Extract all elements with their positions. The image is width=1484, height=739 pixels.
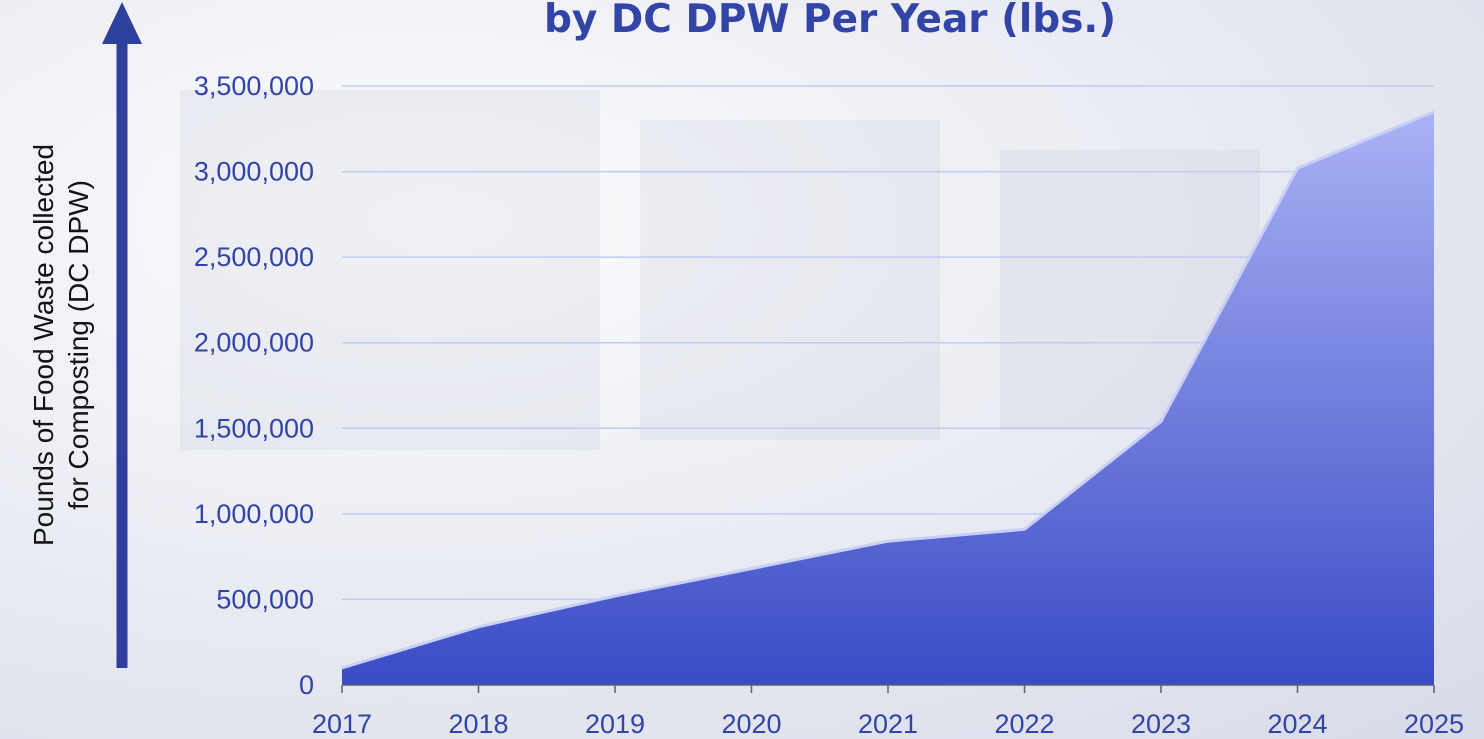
background-building-1 (180, 90, 600, 450)
x-tick-label: 2017 (312, 709, 372, 739)
y-tick-label: 2,000,000 (194, 328, 314, 358)
x-tick-label: 2021 (858, 709, 918, 739)
x-tick-label: 2020 (721, 709, 781, 739)
x-tick-label: 2019 (585, 709, 645, 739)
background-building-2 (640, 120, 940, 440)
x-tick-label: 2024 (1267, 709, 1327, 739)
y-tick-label: 3,500,000 (194, 71, 314, 101)
x-tick-label: 2022 (994, 709, 1054, 739)
y-tick-label: 3,000,000 (194, 157, 314, 187)
data-area (342, 111, 1434, 685)
y-axis-arrow-layer (102, 2, 142, 668)
x-tick-label: 2023 (1131, 709, 1191, 739)
y-tick-label: 1,000,000 (194, 499, 314, 529)
y-tick-label: 2,500,000 (194, 242, 314, 272)
y-axis-arrow-head (102, 2, 142, 44)
x-axis: 2017 2018 2019 2020 2021 2022 2023 2024 2025 (312, 684, 1464, 739)
chart-title: by DC DPW Per Year (lbs.) (543, 0, 1117, 42)
y-axis-ticks: 0 500,000 1,000,000 1,500,000 2,000,000 2,500… (194, 71, 314, 700)
area-layer (341, 110, 1435, 685)
x-tick-label: 2025 (1404, 709, 1464, 739)
y-tick-label: 0 (299, 670, 314, 700)
y-tick-label: 1,500,000 (194, 413, 314, 443)
y-tick-label: 500,000 (216, 584, 314, 614)
x-tick-label: 2018 (448, 709, 508, 739)
